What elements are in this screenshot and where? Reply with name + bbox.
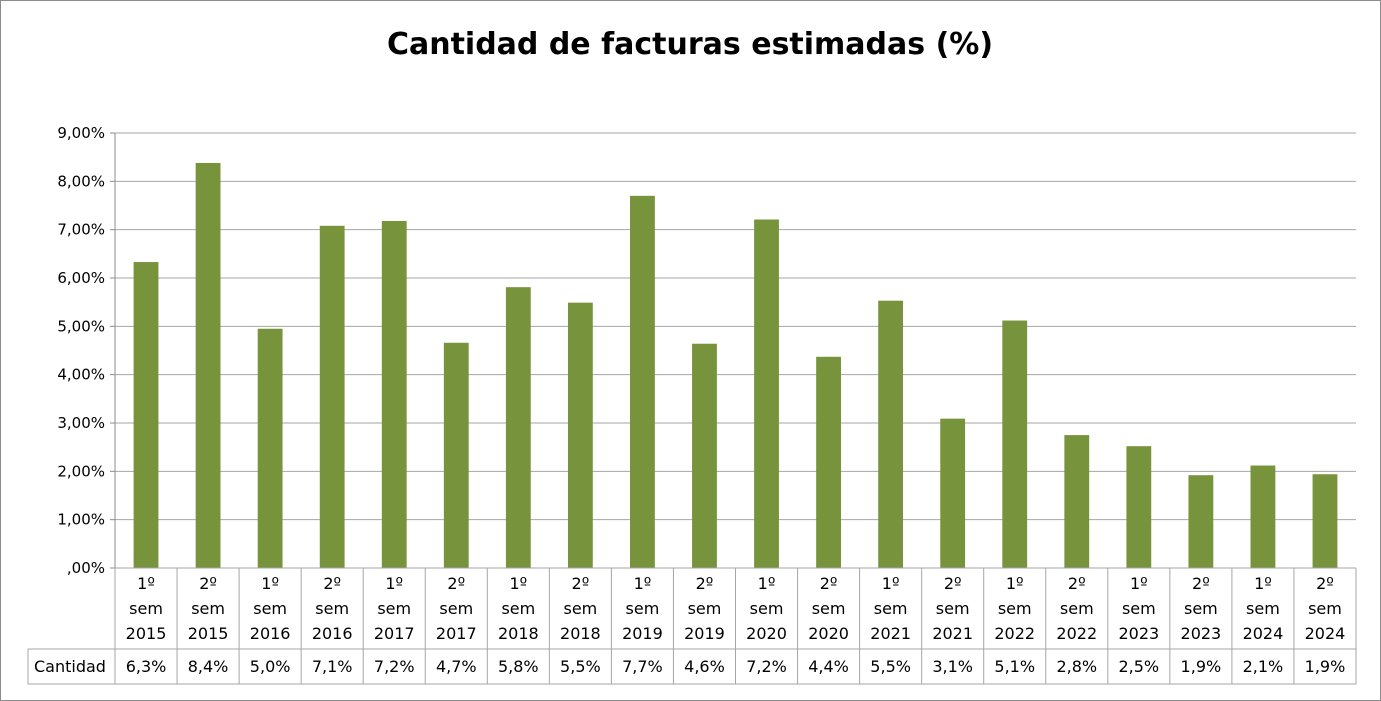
x-tick-label: 1º sem 2020 — [746, 574, 787, 643]
data-label: 7,2% — [374, 657, 415, 676]
bar — [940, 418, 966, 568]
bar — [630, 195, 655, 569]
x-tick-label: 2º sem 2017 — [436, 574, 477, 643]
bar — [505, 287, 531, 568]
data-label: 5,5% — [870, 657, 911, 676]
chart-title: Cantidad de facturas estimadas (%) — [387, 27, 993, 62]
bar — [257, 328, 283, 568]
y-tick-label: 1,00% — [57, 511, 105, 529]
y-tick-label: 2,00% — [57, 462, 105, 480]
data-label: 6,3% — [126, 657, 167, 676]
x-tick-label: 2º sem 2016 — [312, 574, 353, 643]
x-tick-label: 2º sem 2022 — [1056, 574, 1097, 643]
data-label: 4,7% — [436, 657, 477, 676]
x-tick-label: 2º sem 2021 — [932, 574, 973, 643]
bar — [1312, 474, 1338, 568]
data-label: 5,8% — [498, 657, 539, 676]
x-tick-label: 1º sem 2018 — [498, 574, 539, 643]
x-tick-label: 2º sem 2020 — [808, 574, 849, 643]
y-axis: 9,00% 8,00% 7,00% 6,00% 5,00% 4,00% 3,00% 2,00%… — [57, 124, 116, 577]
data-label: 4,4% — [808, 657, 849, 676]
bar — [1188, 475, 1214, 568]
data-label: 5,5% — [560, 657, 601, 676]
bar — [692, 343, 717, 568]
data-label: 5,1% — [994, 657, 1035, 676]
bar — [319, 225, 345, 569]
bar — [567, 302, 593, 568]
bar — [443, 342, 469, 568]
data-label: 2,8% — [1056, 657, 1097, 676]
bar — [878, 300, 904, 568]
bar — [1250, 465, 1276, 568]
y-tick-label: 4,00% — [57, 366, 105, 384]
data-label: 4,6% — [684, 657, 725, 676]
x-tick-label: 1º sem 2024 — [1243, 574, 1284, 643]
x-tick-label: 1º sem 2022 — [994, 574, 1035, 643]
data-label: 8,4% — [188, 657, 229, 676]
data-label: 5,0% — [250, 657, 291, 676]
y-tick-label: 3,00% — [57, 414, 105, 432]
bar — [381, 220, 407, 568]
bar — [754, 219, 779, 568]
x-tick-label: 1º sem 2016 — [250, 574, 291, 643]
data-label: 3,1% — [932, 657, 973, 676]
bar — [1064, 435, 1090, 568]
y-tick-label: ,00% — [67, 559, 105, 577]
bars — [133, 162, 1338, 569]
data-label: 2,1% — [1243, 657, 1284, 676]
y-tick-label: 7,00% — [57, 221, 105, 239]
bar — [816, 356, 841, 568]
bar — [133, 262, 159, 568]
x-tick-label: 2º sem 2015 — [188, 574, 229, 643]
bar — [195, 162, 221, 568]
x-tick-label: 1º sem 2015 — [126, 574, 167, 643]
data-label: 1,9% — [1305, 657, 1346, 676]
data-table: 1º sem 2015 2º sem 2015 1º sem 2016 2º sem 2016 1º se… — [27, 567, 1357, 685]
x-tick-label: 1º sem 2019 — [622, 574, 663, 643]
x-tick-label: 2º sem 2024 — [1305, 574, 1346, 643]
x-tick-label: 1º sem 2021 — [870, 574, 911, 643]
x-tick-label: 1º sem 2017 — [374, 574, 415, 643]
data-label: 1,9% — [1181, 657, 1222, 676]
data-label: 7,2% — [746, 657, 787, 676]
bar — [1126, 446, 1152, 568]
y-tick-label: 8,00% — [57, 172, 105, 190]
x-tick-label: 2º sem 2018 — [560, 574, 601, 643]
bar — [1002, 320, 1028, 568]
y-tick-label: 6,00% — [57, 269, 105, 287]
data-label: 7,1% — [312, 657, 353, 676]
x-tick-label: 2º sem 2023 — [1181, 574, 1222, 643]
data-label: 7,7% — [622, 657, 663, 676]
x-tick-label: 2º sem 2019 — [684, 574, 725, 643]
x-tick-label: 1º sem 2023 — [1118, 574, 1159, 643]
data-label: 2,5% — [1118, 657, 1159, 676]
y-tick-label: 5,00% — [57, 317, 105, 335]
legend-series-label: Cantidad — [34, 657, 106, 676]
y-tick-label: 9,00% — [57, 124, 105, 142]
